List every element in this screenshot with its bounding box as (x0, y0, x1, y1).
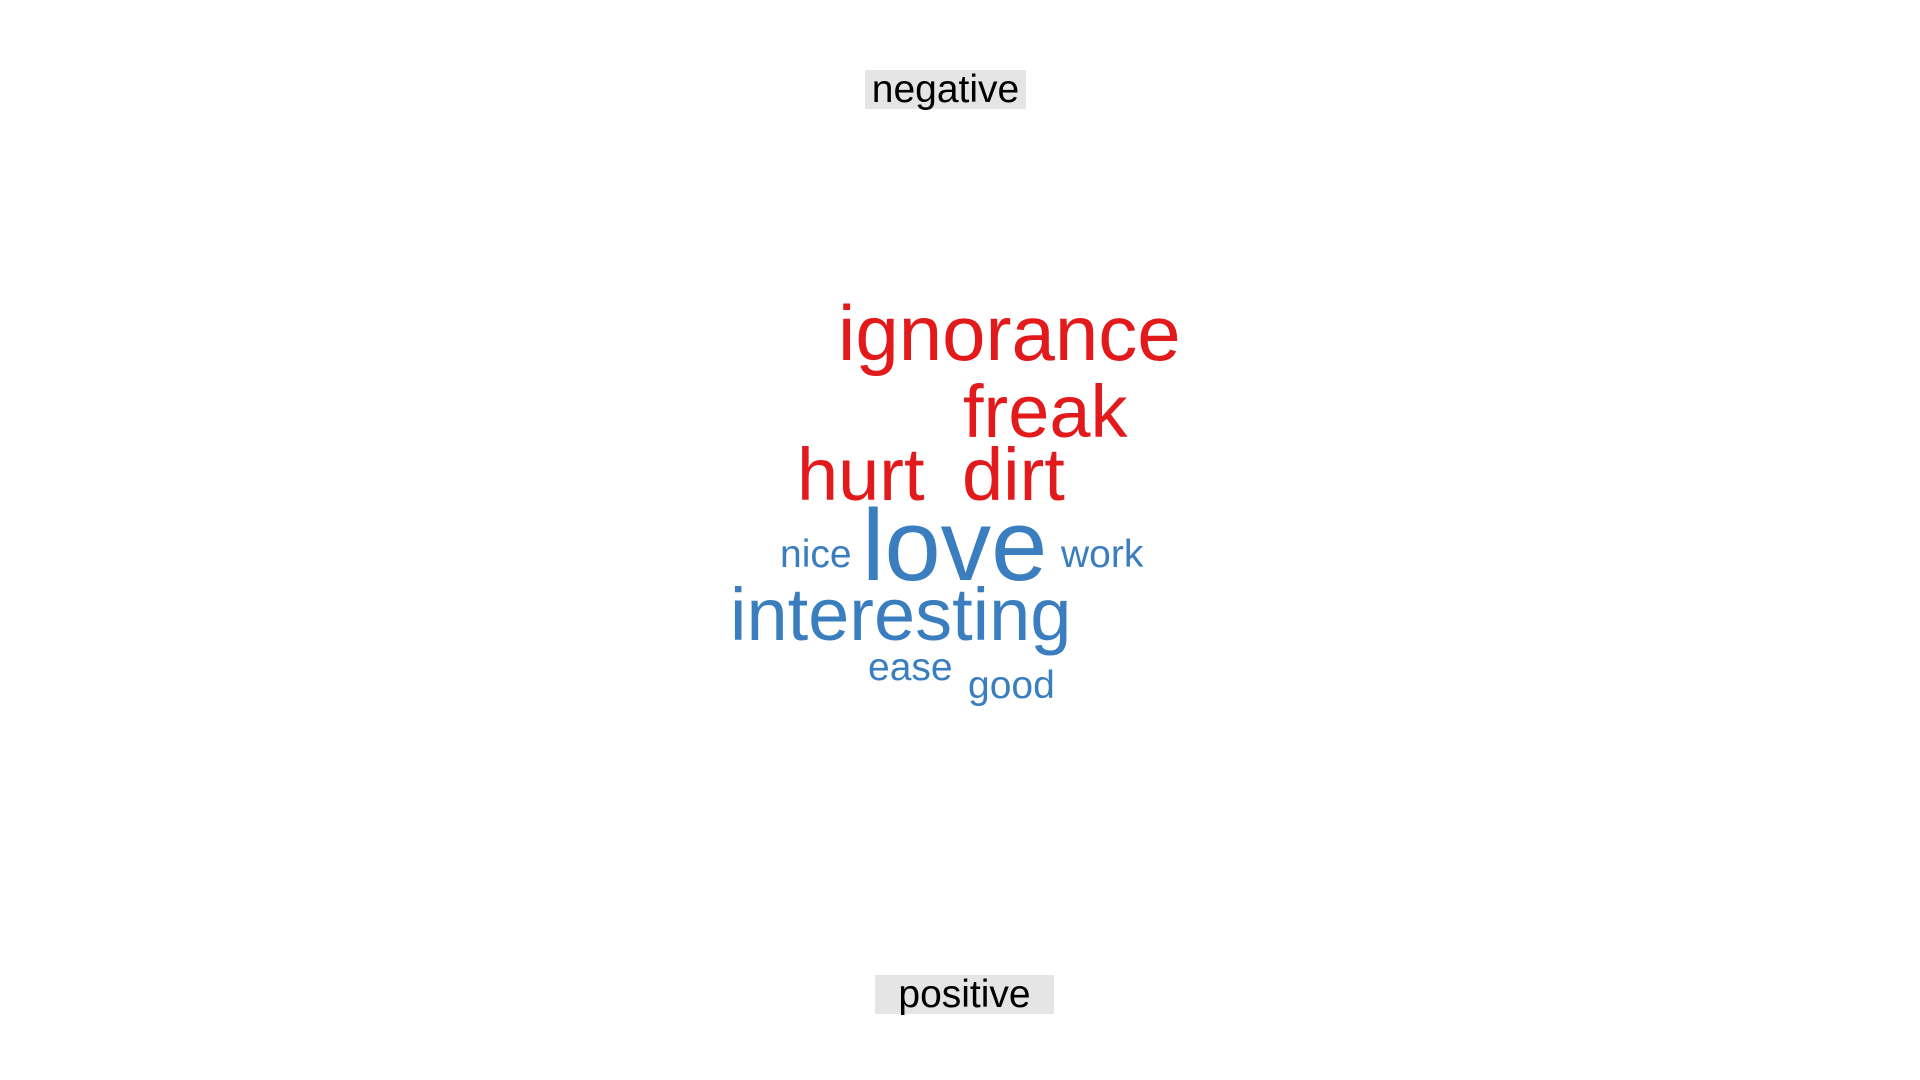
group-label-negative: negative (865, 70, 1026, 109)
word-love: love (862, 490, 1047, 602)
word-ease: ease (868, 646, 953, 689)
word-nice: nice (780, 533, 852, 576)
word-freak: freak (963, 370, 1129, 453)
word-interesting: interesting (730, 573, 1071, 656)
word-ignorance: ignorance (838, 289, 1181, 377)
word-work: work (1060, 533, 1144, 576)
word-dirt: dirt (962, 433, 1065, 516)
word-hurt: hurt (797, 433, 925, 516)
word-good: good (968, 664, 1055, 707)
group-label-positive: positive (875, 975, 1054, 1014)
